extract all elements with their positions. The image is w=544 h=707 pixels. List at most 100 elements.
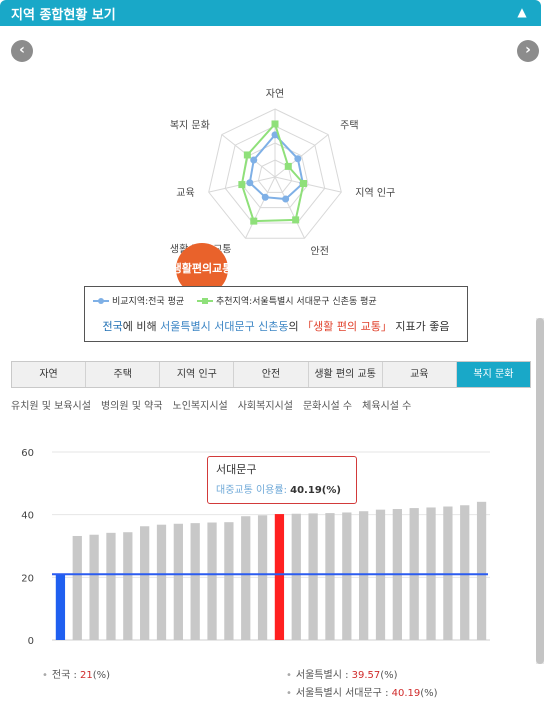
tab-transport[interactable]: 생활 편의 교통 <box>309 362 383 387</box>
bar[interactable] <box>123 532 133 640</box>
radar-target-point <box>300 180 308 188</box>
legend-target: 추천지역:서울특별시 서대문구 신촌동 평균 <box>197 294 377 307</box>
radar-compare-point <box>282 195 290 203</box>
bar[interactable] <box>72 535 82 640</box>
legend-target-marker-icon <box>197 297 213 304</box>
footnote-seodaemun: • 서울특별시 서대문구 : 40.19(%) <box>286 684 438 699</box>
bar[interactable] <box>89 534 99 640</box>
tooltip-value: 40.19(%) <box>290 485 341 496</box>
collapse-icon[interactable]: ▲ <box>517 5 527 19</box>
bar[interactable] <box>140 526 150 640</box>
radar-compare-point <box>261 193 269 201</box>
bar[interactable] <box>241 516 251 640</box>
subcategory-list: 유치원 및 보육시설 병의원 및 약국 노인복지시설 사회복지시설 문화시설 수… <box>11 397 421 412</box>
tooltip-title: 서대문구 <box>216 463 257 476</box>
footnote-seodaemun-label: 서울특별시 서대문구 : <box>295 688 392 699</box>
radar-target-point <box>250 217 258 225</box>
summary-text: 전국에 비해 서울특별시 서대문구 신촌동의 「생활 편의 교통」 지표가 좋음 <box>85 318 467 334</box>
footnote-seodaemun-unit: (%) <box>420 688 438 699</box>
summary-particle: 의 <box>288 320 303 333</box>
bar[interactable] <box>106 532 116 640</box>
tab-welfare-culture[interactable]: 복지 문화 <box>456 362 530 387</box>
legend-target-label: 추천지역:서울특별시 서대문구 신촌동 평균 <box>216 297 377 307</box>
next-arrow-icon[interactable]: › <box>517 40 539 62</box>
subcat-culture[interactable]: 문화시설 수 <box>302 401 353 412</box>
subcat-sports[interactable]: 체육시설 수 <box>362 401 412 412</box>
subcat-social[interactable]: 사회복지시설 <box>237 401 293 412</box>
bar[interactable] <box>257 515 268 640</box>
bar[interactable] <box>325 513 335 640</box>
scrollbar-thumb[interactable] <box>536 318 544 664</box>
bar[interactable] <box>55 574 66 640</box>
tooltip-value-line: 대중교통 이용률: 40.19(%) <box>216 481 348 496</box>
bar-chart: 0 20 40 60 <box>21 448 490 647</box>
footnote-national-unit: (%) <box>92 670 111 681</box>
bar[interactable] <box>207 522 217 641</box>
footnote-seodaemun-value: 40.19 <box>391 688 421 699</box>
section-header: 지역 종합현황 보기 ▲ <box>0 0 541 26</box>
bar[interactable] <box>224 522 234 640</box>
radar-compare-point <box>246 179 254 187</box>
tab-nature[interactable]: 자연 <box>12 362 87 387</box>
footnote-seoul: • 서울특별시 : 39.57(%) <box>286 666 398 681</box>
radar-axis-label: 자연 <box>266 88 284 100</box>
radar-grid-ring <box>208 108 342 239</box>
section-title: 지역 종합현황 보기 <box>11 8 116 23</box>
bullet-icon: • <box>286 670 292 681</box>
bar[interactable] <box>274 514 285 640</box>
radar-target-point <box>238 181 246 189</box>
prev-arrow-icon[interactable]: ‹ <box>11 40 33 62</box>
tab-safety[interactable]: 안전 <box>234 362 309 387</box>
radar-grid-ring <box>224 125 326 224</box>
subcat-childcare[interactable]: 유치원 및 보육시설 <box>11 401 91 412</box>
y-tick-label: 40 <box>21 511 34 522</box>
tab-education[interactable]: 교육 <box>383 362 457 387</box>
bar[interactable] <box>476 501 487 640</box>
subcat-clinics[interactable]: 병의원 및 약국 <box>100 401 163 412</box>
summary-indicator: 「생활 편의 교통」 <box>302 320 392 333</box>
radar-axis-line <box>274 134 329 178</box>
legend-compare-label: 비교지역:전국 평균 <box>112 297 185 307</box>
radar-compare-series <box>248 133 304 201</box>
footnote-national: • 전국 : 21(%) <box>42 666 110 681</box>
tab-population[interactable]: 지역 인구 <box>160 362 235 387</box>
bar[interactable] <box>173 523 183 640</box>
bar[interactable] <box>460 505 470 640</box>
tab-housing[interactable]: 주택 <box>86 362 161 387</box>
radar-grid-ring <box>241 142 309 209</box>
bullet-icon: • <box>286 688 292 699</box>
bar[interactable] <box>190 523 200 640</box>
radar-axis-label: 주택 <box>340 120 358 132</box>
chart-tooltip: 서대문구 대중교통 이용률: 40.19(%) <box>207 456 357 504</box>
summary-tail: 지표가 좋음 <box>391 320 450 333</box>
bar[interactable] <box>359 511 369 640</box>
radar-target-point <box>292 216 300 224</box>
footnote-seoul-label: 서울특별시 : <box>295 670 352 681</box>
summary-connector: 에 비해 <box>122 320 161 333</box>
subcat-senior[interactable]: 노인복지시설 <box>172 401 228 412</box>
bar[interactable] <box>308 513 318 640</box>
footnote-national-label: 전국 : <box>51 670 81 681</box>
radar-axis-label: 지역 인구 <box>355 187 395 199</box>
bar[interactable] <box>156 524 167 640</box>
bar[interactable] <box>291 513 301 640</box>
radar-compare-point <box>250 156 258 164</box>
radar-legend: 비교지역:전국 평균 추천지역:서울특별시 서대문구 신촌동 평균 전국에 비해… <box>84 286 468 342</box>
bar[interactable] <box>342 512 352 640</box>
radar-axis-line <box>274 176 305 239</box>
category-tabs: 자연 주택 지역 인구 안전 생활 편의 교통 교육 복지 문화 <box>11 361 531 388</box>
y-tick-label: 60 <box>21 448 34 459</box>
footnote-seoul-unit: (%) <box>380 670 398 681</box>
radar-compare-point <box>271 131 279 139</box>
radar-target-point <box>271 120 279 128</box>
radar-axis-label: 안전 <box>311 245 329 257</box>
tooltip-label: 대중교통 이용률: <box>216 485 291 496</box>
footnote-national-value: 21 <box>80 670 93 681</box>
radar-axis-line <box>245 176 276 239</box>
legend-compare-marker-icon <box>93 297 109 304</box>
footnote-seoul-value: 39.57 <box>351 670 381 681</box>
y-tick-label: 0 <box>28 636 34 647</box>
radar-axis-line <box>274 176 342 193</box>
y-tick-label: 20 <box>21 573 34 584</box>
radar-axis-label: 교육 <box>176 187 194 199</box>
